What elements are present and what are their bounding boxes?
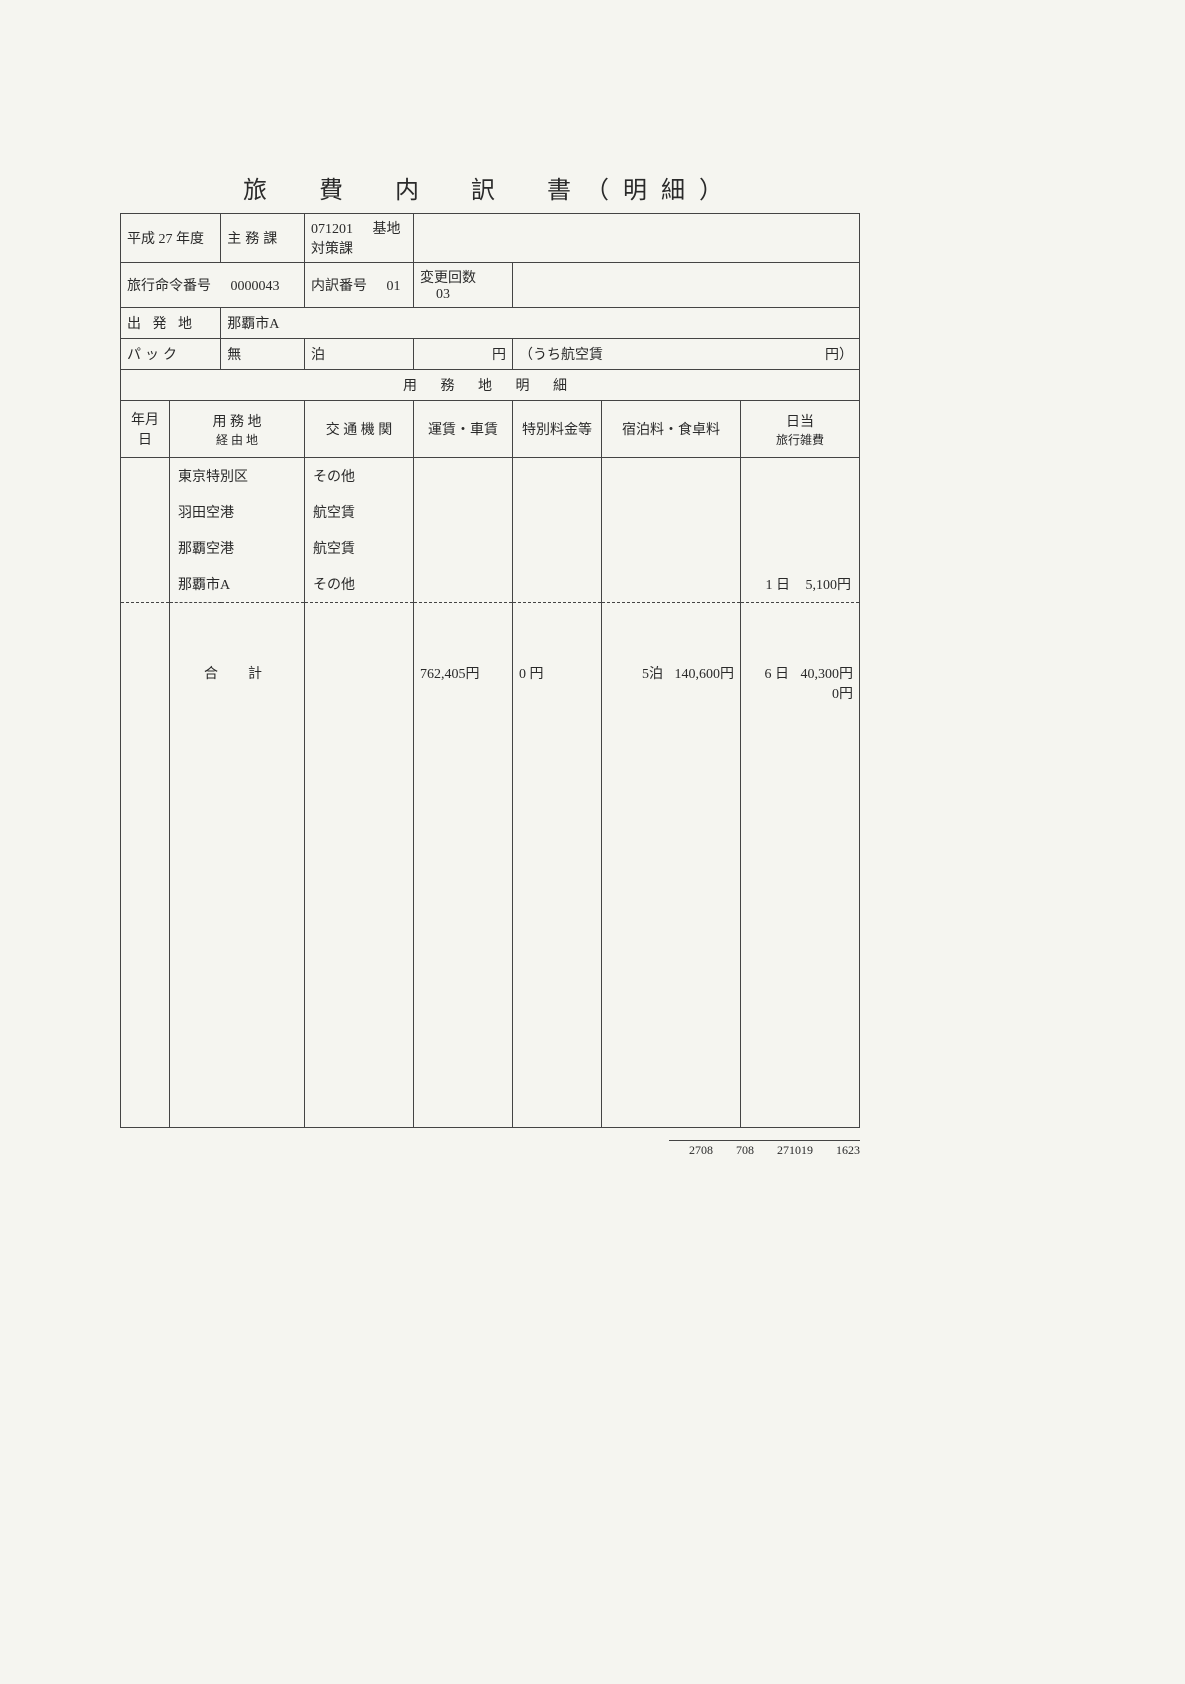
total-lodging-nights: 5泊 — [642, 667, 663, 682]
fare-cell — [414, 494, 513, 530]
total-date-blank — [121, 603, 170, 1128]
detail-number-label: 内訳番号 — [311, 279, 367, 294]
daily-cell — [741, 494, 860, 530]
row-section-title: 用 務 地 明 細 — [121, 370, 860, 401]
total-fare: 762,405円 — [414, 603, 513, 1128]
total-lodging-amount: 140,600円 — [675, 667, 735, 682]
airfare-close: 円） — [825, 344, 853, 364]
footer-reference-numbers: 2708 708 271019 1623 — [669, 1140, 860, 1158]
travel-expense-detail-form: 旅 費 内 訳 書（明細） 平成 27 年度 主務課 071201 基地対策課 … — [120, 170, 860, 1128]
footer-n2: 708 — [736, 1143, 754, 1157]
departure-label: 出 発 地 — [121, 308, 221, 339]
location-cell: 東京特別区 — [170, 458, 305, 495]
col-location-sub: 経 由 地 — [174, 431, 300, 448]
location-cell: 那覇空港 — [170, 530, 305, 566]
departure-value: 那覇市A — [221, 308, 860, 339]
col-date: 年月日 — [121, 401, 170, 458]
col-location: 用 務 地 経 由 地 — [170, 401, 305, 458]
total-lodging: 5泊 140,600円 — [602, 603, 741, 1128]
form-title: 旅 費 内 訳 書（明細） — [120, 170, 860, 205]
row-pack: パック 無 泊 円 （うち航空賃 円） — [121, 339, 860, 370]
fare-cell — [414, 530, 513, 566]
lodging-cell — [602, 458, 741, 495]
order-number-label: 旅行命令番号 — [127, 279, 211, 294]
total-label: 合 計 — [170, 603, 305, 1128]
special-cell — [513, 494, 602, 530]
header-blank-2 — [513, 263, 860, 308]
lodging-cell — [602, 530, 741, 566]
footer-n1: 2708 — [689, 1143, 713, 1157]
order-number-cell: 旅行命令番号 0000043 — [121, 263, 305, 308]
transport-cell: その他 — [305, 458, 414, 495]
lodging-cell — [602, 494, 741, 530]
location-cell: 那覇市A — [170, 566, 305, 603]
main-section-code: 071201 基地対策課 — [305, 214, 414, 263]
col-daily-sub: 旅行雑費 — [745, 431, 855, 448]
fy-label: 平成 — [127, 232, 155, 247]
main-section-label: 主務課 — [221, 214, 305, 263]
fy-suffix: 年度 — [176, 232, 204, 247]
total-special: 0 円 — [513, 603, 602, 1128]
pack-value: 無 — [221, 339, 305, 370]
transport-cell: 航空賃 — [305, 494, 414, 530]
total-transport-blank — [305, 603, 414, 1128]
col-transport: 交 通 機 関 — [305, 401, 414, 458]
section-title: 用 務 地 明 細 — [121, 370, 860, 401]
section-code: 071201 — [311, 222, 353, 237]
total-daily-sub-amount: 0円 — [832, 687, 853, 702]
detail-number-value: 01 — [387, 279, 401, 294]
transport-cell: その他 — [305, 566, 414, 603]
row-order-number: 旅行命令番号 0000043 内訳番号 01 変更回数 03 — [121, 263, 860, 308]
daily-cell — [741, 530, 860, 566]
daily-days: 1 日 — [766, 578, 791, 593]
footer-n3: 271019 — [777, 1143, 813, 1157]
order-number-value: 0000043 — [231, 279, 280, 294]
special-cell — [513, 530, 602, 566]
lodging-cell — [602, 566, 741, 603]
daily-cell — [741, 458, 860, 495]
pack-label: パック — [121, 339, 221, 370]
table-row: 東京特別区 その他 — [121, 458, 860, 495]
col-daily: 日当 旅行雑費 — [741, 401, 860, 458]
fare-cell — [414, 458, 513, 495]
table-row: 那覇市A その他 1 日 5,100円 — [121, 566, 860, 603]
special-cell — [513, 458, 602, 495]
fiscal-year-cell: 平成 27 年度 — [121, 214, 221, 263]
detail-number-cell: 内訳番号 01 — [305, 263, 414, 308]
change-count-value: 03 — [436, 287, 450, 302]
change-count-cell: 変更回数 03 — [414, 263, 513, 308]
footer-n4: 1623 — [836, 1143, 860, 1157]
airfare-note: （うち航空賃 円） — [513, 339, 860, 370]
row-departure: 出 発 地 那覇市A — [121, 308, 860, 339]
col-lodging: 宿泊料・食卓料 — [602, 401, 741, 458]
transport-cell: 航空賃 — [305, 530, 414, 566]
header-blank-1 — [414, 214, 860, 263]
col-location-main: 用 務 地 — [213, 415, 262, 430]
date-cell — [121, 458, 170, 603]
location-cell: 羽田空港 — [170, 494, 305, 530]
daily-amount: 5,100円 — [806, 578, 852, 593]
table-row: 那覇空港 航空賃 — [121, 530, 860, 566]
fy-value: 27 — [159, 232, 173, 247]
yen-1: 円 — [414, 339, 513, 370]
col-daily-main: 日当 — [786, 415, 814, 430]
header-table: 平成 27 年度 主務課 071201 基地対策課 旅行命令番号 0000043… — [120, 213, 860, 1128]
col-special: 特別料金等 — [513, 401, 602, 458]
row-fiscal-year: 平成 27 年度 主務課 071201 基地対策課 — [121, 214, 860, 263]
row-column-headers: 年月日 用 務 地 経 由 地 交 通 機 関 運賃・車賃 特別料金等 宿泊料・… — [121, 401, 860, 458]
change-count-label: 変更回数 — [420, 271, 476, 286]
nights-label: 泊 — [305, 339, 414, 370]
total-daily: 6 日 40,300円 0円 — [741, 603, 860, 1128]
col-fare: 運賃・車賃 — [414, 401, 513, 458]
daily-cell: 1 日 5,100円 — [741, 566, 860, 603]
special-cell — [513, 566, 602, 603]
fare-cell — [414, 566, 513, 603]
airfare-open: （うち航空賃 — [519, 348, 603, 363]
row-total: 合 計 762,405円 0 円 5泊 140,600円 6 日 40,300円… — [121, 603, 860, 1128]
total-daily-amount: 40,300円 — [801, 667, 854, 682]
table-row: 羽田空港 航空賃 — [121, 494, 860, 530]
total-daily-days: 6 日 — [765, 667, 790, 682]
